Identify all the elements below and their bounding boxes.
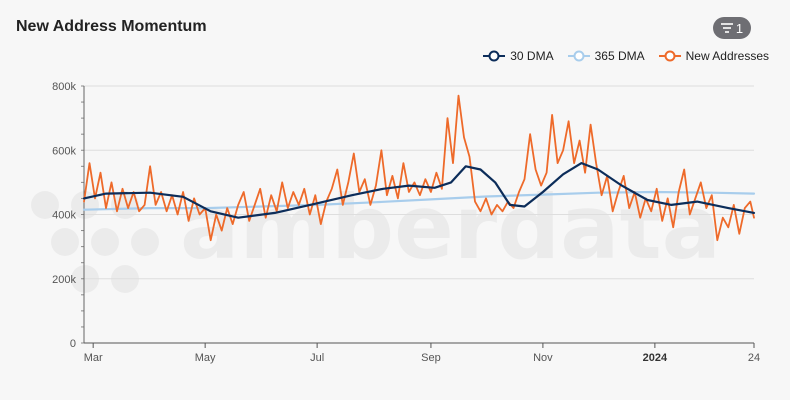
legend: 30 DMA 365 DMA New Addresses [483, 49, 769, 63]
x-axis: Mar May Jul Sep Nov 2024 24 [84, 342, 760, 364]
series-layer [82, 94, 756, 242]
x-tick-label: Jul [310, 352, 324, 364]
x-tick-label: Sep [421, 352, 441, 364]
y-tick-label: 800k [52, 81, 76, 93]
legend-marker-365-dma [567, 50, 590, 62]
legend-item-30-dma[interactable]: 30 DMA [483, 49, 554, 63]
legend-label-365-dma: 365 DMA [594, 49, 645, 63]
y-tick-label: 0 [70, 338, 76, 350]
x-tick-label: 2024 [643, 352, 668, 364]
chart-title: New Address Momentum [16, 18, 207, 35]
y-tick-label: 600k [52, 145, 76, 157]
x-tick-label: May [195, 352, 216, 364]
series-line-30-dma[interactable] [82, 162, 756, 219]
legend-marker-new-addresses [658, 50, 681, 62]
legend-item-new-addresses[interactable]: New Addresses [658, 49, 769, 63]
x-tick-label: Mar [84, 352, 103, 364]
x-tick-label: 24 [748, 352, 760, 364]
y-tick-label: 200k [52, 274, 76, 286]
filter-count: 1 [735, 20, 744, 36]
filter-button[interactable]: 1 [713, 17, 751, 39]
legend-label-30-dma: 30 DMA [510, 49, 554, 63]
y-axis: 0 200k 400k 600k 800k [52, 81, 85, 350]
legend-item-365-dma[interactable]: 365 DMA [567, 49, 645, 63]
filter-icon [720, 23, 733, 33]
legend-marker-30-dma [483, 50, 506, 62]
x-tick-label: Nov [533, 352, 553, 364]
grid [84, 85, 754, 280]
legend-label-new-addresses: New Addresses [685, 49, 769, 63]
y-tick-label: 400k [52, 210, 76, 222]
